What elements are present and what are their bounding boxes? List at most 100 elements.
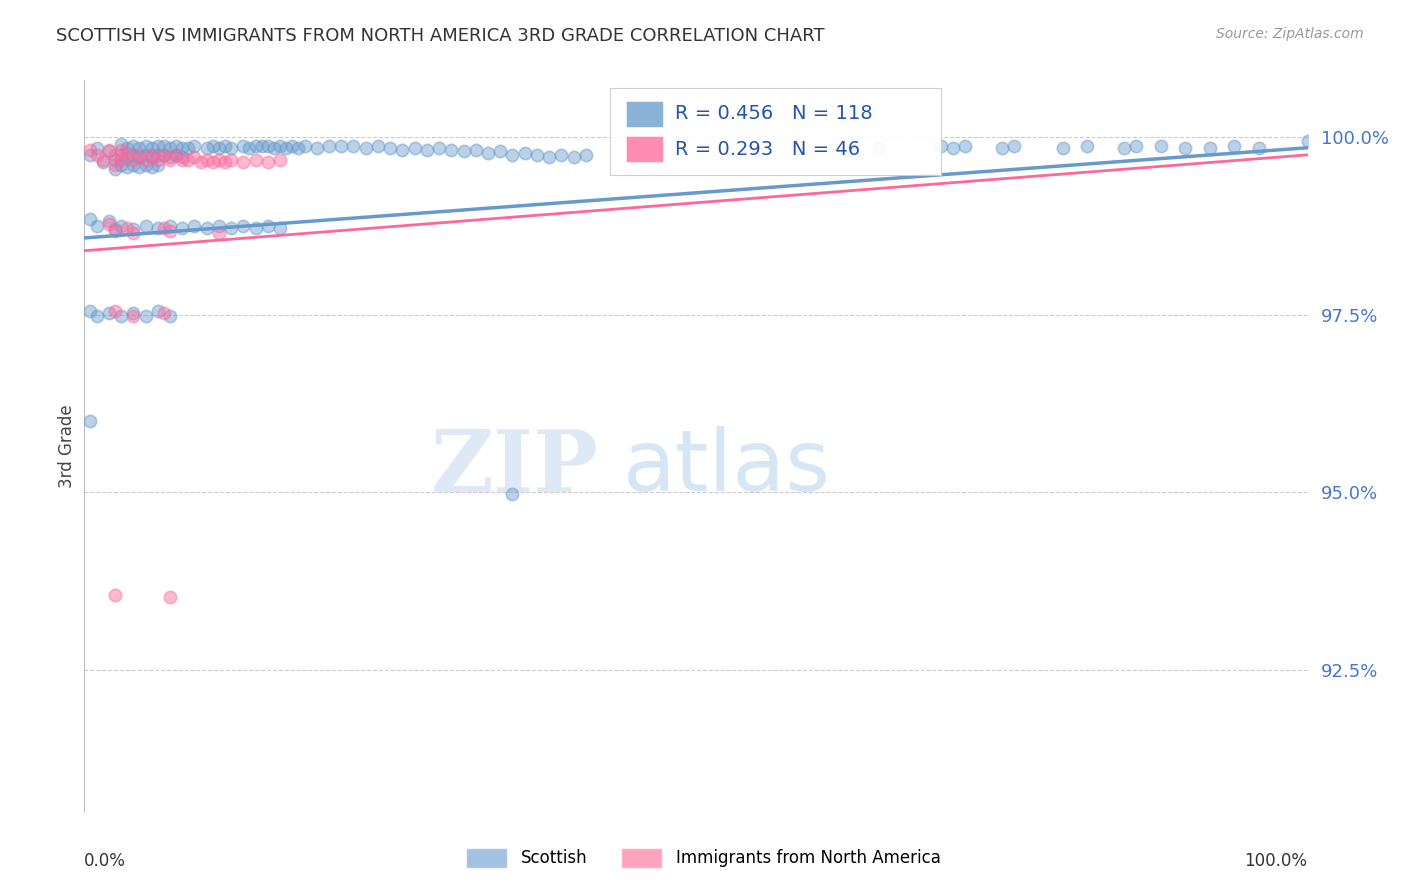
Point — [159, 141, 181, 155]
Point — [159, 309, 181, 323]
Point — [219, 141, 242, 155]
Point — [153, 148, 176, 162]
Point — [195, 153, 218, 167]
Point — [79, 304, 101, 318]
Point — [128, 160, 150, 174]
Point — [1247, 141, 1270, 155]
Point — [104, 588, 127, 602]
Point — [115, 145, 138, 160]
Legend: Scottish, Immigrants from North America: Scottish, Immigrants from North America — [458, 841, 948, 875]
Point — [172, 141, 194, 155]
Point — [104, 159, 127, 173]
Point — [159, 224, 181, 238]
Point — [427, 141, 450, 155]
Point — [79, 143, 101, 157]
Point — [165, 138, 187, 153]
Point — [269, 138, 291, 153]
Text: 0.0%: 0.0% — [84, 852, 127, 870]
Point — [110, 137, 132, 152]
Point — [562, 150, 585, 164]
Point — [232, 138, 254, 153]
Point — [153, 148, 176, 162]
Text: atlas: atlas — [623, 426, 831, 509]
Point — [195, 221, 218, 235]
Point — [1174, 141, 1197, 155]
Point — [183, 138, 205, 153]
Point — [153, 138, 176, 153]
Point — [115, 152, 138, 166]
Text: SCOTTISH VS IMMIGRANTS FROM NORTH AMERICA 3RD GRADE CORRELATION CHART: SCOTTISH VS IMMIGRANTS FROM NORTH AMERIC… — [56, 27, 825, 45]
Point — [183, 219, 205, 233]
Point — [104, 148, 127, 162]
Point — [257, 155, 280, 169]
Point — [79, 211, 101, 226]
Point — [177, 141, 200, 155]
Text: ZIP: ZIP — [430, 426, 598, 510]
Point — [122, 222, 145, 236]
Point — [141, 141, 163, 155]
Point — [318, 138, 340, 153]
Point — [122, 159, 145, 173]
Point — [1076, 138, 1098, 153]
Point — [238, 141, 260, 155]
Point — [110, 143, 132, 157]
Point — [110, 309, 132, 323]
Point — [86, 309, 108, 323]
Point — [97, 217, 120, 231]
Point — [201, 138, 224, 153]
Point — [122, 138, 145, 153]
Point — [245, 138, 267, 153]
Point — [269, 153, 291, 167]
Point — [183, 150, 205, 164]
Point — [214, 155, 236, 169]
Point — [257, 138, 280, 153]
Point — [342, 138, 364, 153]
Point — [122, 306, 145, 320]
Point — [404, 141, 426, 155]
Point — [97, 145, 120, 159]
Point — [128, 141, 150, 155]
Point — [440, 143, 463, 157]
Point — [135, 309, 157, 323]
Point — [79, 148, 101, 162]
Point — [502, 148, 524, 162]
Point — [153, 221, 176, 235]
Point — [269, 221, 291, 235]
Point — [208, 226, 231, 240]
Point — [869, 141, 891, 155]
Point — [208, 153, 231, 167]
Point — [165, 148, 187, 162]
Point — [214, 138, 236, 153]
Point — [104, 224, 127, 238]
Point — [146, 221, 169, 235]
Point — [122, 148, 145, 162]
Bar — [626, 101, 664, 127]
Point — [354, 141, 377, 155]
Point — [1052, 141, 1074, 155]
Point — [502, 486, 524, 500]
Point — [281, 138, 304, 153]
Point — [477, 145, 499, 160]
Point — [122, 309, 145, 323]
Point — [942, 141, 965, 155]
FancyBboxPatch shape — [610, 87, 941, 176]
Point — [219, 221, 242, 235]
Point — [110, 148, 132, 162]
Point — [91, 155, 114, 169]
Point — [122, 153, 145, 167]
Point — [219, 153, 242, 167]
Point — [135, 153, 157, 167]
Point — [153, 306, 176, 320]
Point — [929, 138, 952, 153]
Bar — [626, 136, 664, 162]
Point — [141, 150, 163, 164]
Point — [135, 219, 157, 233]
Point — [416, 143, 439, 157]
Point — [97, 214, 120, 228]
Point — [550, 148, 572, 162]
Point — [330, 138, 353, 153]
Point — [159, 591, 181, 605]
Point — [464, 143, 486, 157]
Point — [201, 155, 224, 169]
Point — [526, 148, 548, 162]
